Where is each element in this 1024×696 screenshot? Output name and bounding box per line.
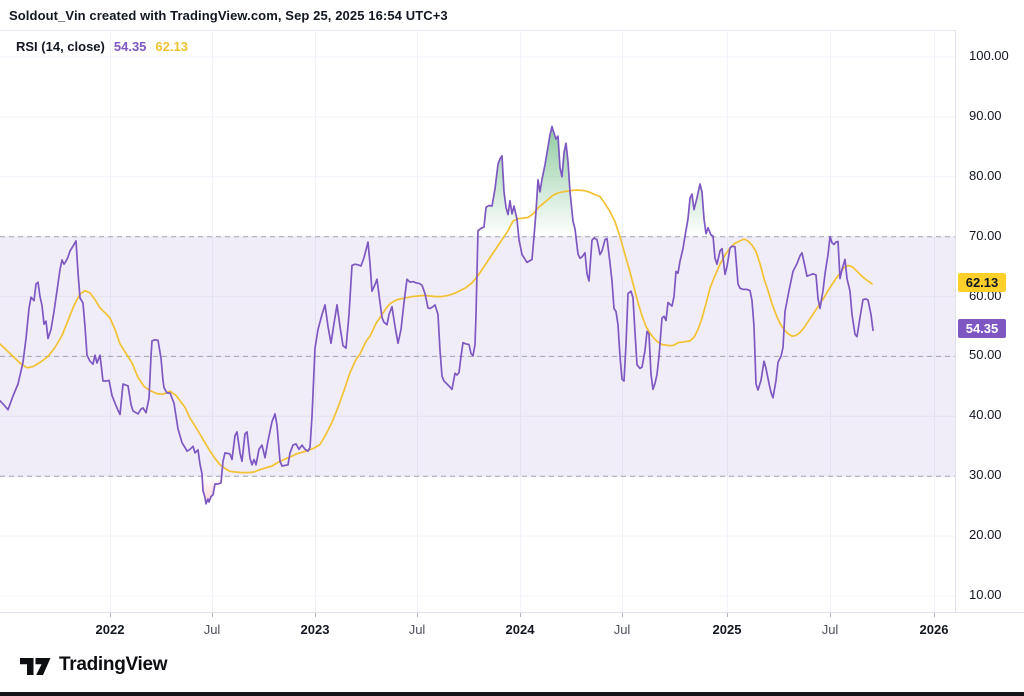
y-axis-label: 20.00 <box>969 527 1002 543</box>
ma-value-label: 62.13 <box>155 39 188 54</box>
price-axis[interactable]: 100.00 90.00 80.00 70.00 60.00 50.00 40.00 30.0… <box>955 30 1024 612</box>
x-tick-mark <box>315 613 316 617</box>
x-tick-mark <box>934 613 935 617</box>
y-axis-label: 10.00 <box>969 587 1002 602</box>
x-axis-label: Jul <box>203 622 221 637</box>
y-axis-label: 70.00 <box>969 227 1002 243</box>
rsi-line <box>0 125 874 505</box>
indicator-legend: RSI (14, close) 54.35 62.13 <box>16 39 188 54</box>
tradingview-logo-text: TradingView <box>59 654 168 675</box>
indicator-name: RSI (14, close) <box>16 39 105 54</box>
tradingview-logo-icon <box>20 657 51 675</box>
x-axis-label: Jul <box>821 622 839 637</box>
rsi-price-badge: 54.35 <box>958 319 1006 339</box>
x-axis-label: 2024 <box>505 622 535 637</box>
footer: TradingView <box>0 645 1024 692</box>
x-axis-label: 2022 <box>95 622 125 637</box>
x-tick-mark <box>520 613 521 617</box>
bottom-edge-bar <box>0 692 1024 696</box>
x-tick-mark <box>830 613 831 617</box>
x-axis-label: Jul <box>613 622 631 637</box>
y-axis-label: 80.00 <box>969 167 1002 183</box>
ma-price-badge: 62.13 <box>958 272 1006 292</box>
y-axis-label: 100.00 <box>969 48 1009 63</box>
page-title: Soldout_Vin created with TradingView.com… <box>9 8 448 23</box>
y-axis-label: 90.00 <box>969 107 1002 123</box>
x-tick-mark <box>212 613 213 617</box>
x-axis-label: Jul <box>408 622 426 637</box>
rsi-value-label: 54.35 <box>113 39 147 54</box>
tradingview-logo[interactable]: TradingView <box>20 654 168 676</box>
x-axis-label: 2026 <box>919 622 949 637</box>
y-axis-label: 40.00 <box>969 407 1002 423</box>
oversold-fill <box>0 476 873 504</box>
x-axis-label: 2025 <box>712 622 742 637</box>
y-axis-label: 30.00 <box>969 467 1002 483</box>
time-axis[interactable]: 2022 Jul 2023 Jul 2024 Jul 2025 Jul 2026 <box>0 612 1024 647</box>
y-axis-label: 50.00 <box>969 347 1002 363</box>
overbought-fill <box>0 126 873 237</box>
ma-line <box>0 189 873 474</box>
x-tick-mark <box>727 613 728 617</box>
x-axis-label: 2023 <box>300 622 330 637</box>
rsi-plot[interactable] <box>0 31 955 613</box>
x-tick-mark <box>417 613 418 617</box>
x-tick-mark <box>622 613 623 617</box>
x-tick-mark <box>110 613 111 617</box>
chart-pane[interactable]: RSI (14, close) 54.35 62.13 <box>0 30 955 613</box>
